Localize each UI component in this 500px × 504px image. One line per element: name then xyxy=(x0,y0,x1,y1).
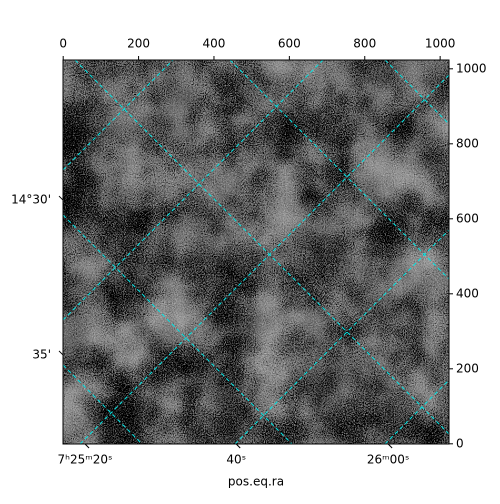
y-tick-label: 0 xyxy=(456,436,464,450)
x-tick-label: 200 xyxy=(127,37,150,51)
x-axis-label: pos.eq.ra xyxy=(228,475,284,489)
world-x-tick-mark xyxy=(84,443,90,449)
world-grid xyxy=(63,60,449,444)
x-tick-label: 600 xyxy=(278,37,301,51)
world-x-tick-label: 7ʰ25ᵐ20ˢ xyxy=(58,453,113,467)
world-x-tick-label: 40ˢ xyxy=(226,453,246,467)
x-tick-label: 0 xyxy=(59,37,67,51)
x-tick-label: 800 xyxy=(353,37,376,51)
y-tick-label: 1000 xyxy=(456,61,487,75)
world-x-tick-label: 26ᵐ00ˢ xyxy=(367,453,410,467)
world-x-tick-mark xyxy=(387,443,393,449)
y-tick-label: 200 xyxy=(456,361,479,375)
x-tick-label: 1000 xyxy=(425,37,456,51)
world-y-tick-label: 14°30' xyxy=(11,193,51,207)
world-y-tick-label: 35' xyxy=(32,347,51,361)
axes-frame xyxy=(62,59,450,445)
sky-image xyxy=(63,60,449,444)
world-x-tick-mark xyxy=(235,443,241,449)
world-y-tick-mark xyxy=(58,195,64,201)
y-tick-label: 400 xyxy=(456,286,479,300)
world-y-tick-mark xyxy=(58,350,64,356)
y-tick-label: 800 xyxy=(456,136,479,150)
y-tick-label: 600 xyxy=(456,211,479,225)
x-tick-label: 400 xyxy=(203,37,226,51)
